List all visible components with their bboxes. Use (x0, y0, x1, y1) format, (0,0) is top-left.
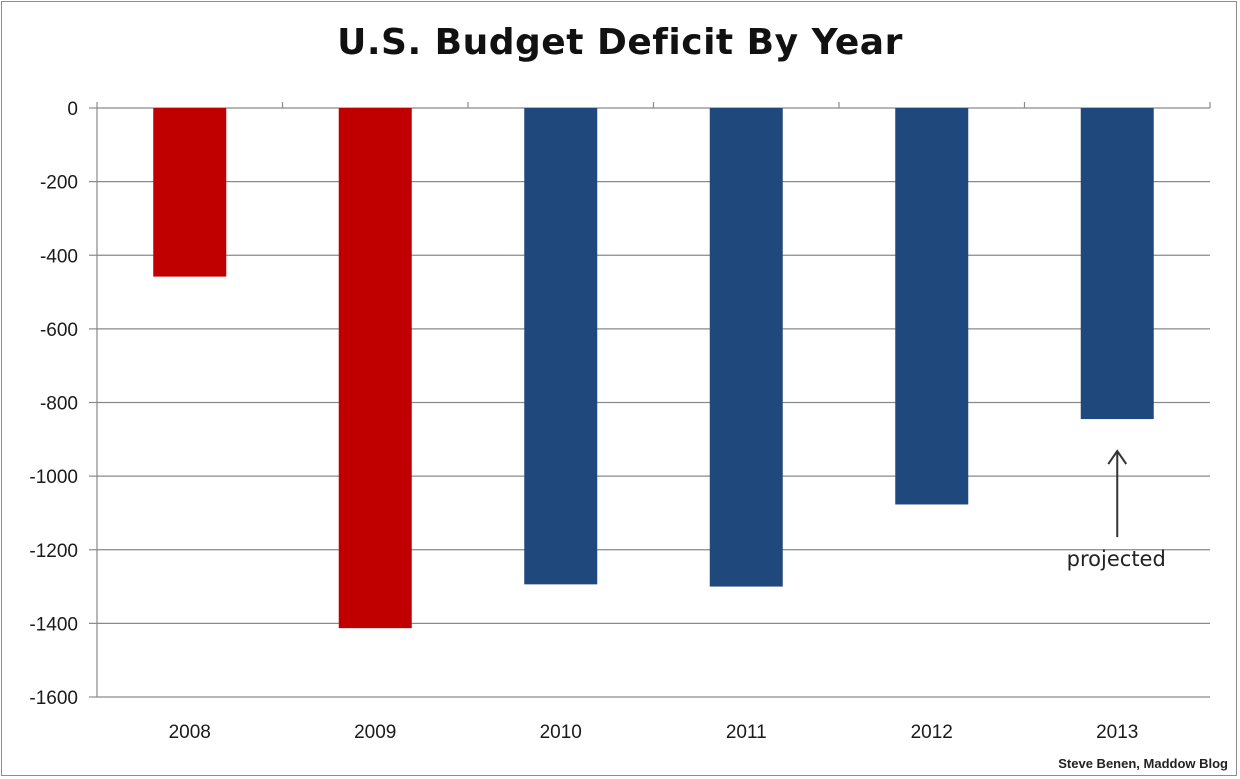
y-tick-label: -1000 (29, 467, 78, 488)
y-tick-label: -1400 (29, 614, 78, 635)
annotation: projected (1067, 449, 1166, 571)
axes (89, 102, 1211, 698)
x-tick-label: 2013 (1096, 722, 1138, 743)
bar-2013 (1080, 108, 1154, 420)
y-tick-label: 0 (67, 99, 78, 120)
y-tick-label: -400 (40, 246, 78, 267)
y-tick-label: -600 (40, 320, 78, 341)
x-tick-label: 2010 (540, 722, 582, 743)
bar-2008 (153, 108, 227, 277)
bar-2010 (524, 108, 598, 585)
gridlines (97, 107, 1210, 698)
y-tick-label: -1600 (29, 688, 78, 709)
chart-title: U.S. Budget Deficit By Year (337, 22, 903, 63)
y-tick-label: -1200 (29, 541, 78, 562)
annotation-label: projected (1067, 547, 1166, 571)
tick-labels: 0 -200 -400 -600 -800 -1000 -1200 -1400 -1600 200… (29, 99, 1138, 743)
x-tick-label: 2012 (911, 722, 953, 743)
annotation-arrow-head (1107, 449, 1128, 465)
x-tick-label: 2008 (169, 722, 211, 743)
bars (153, 108, 1154, 629)
x-tick-label: 2011 (726, 722, 767, 743)
source-credit: Steve Benen, Maddow Blog (1058, 756, 1228, 771)
bar-2012 (895, 108, 969, 505)
bar-2009 (338, 108, 412, 629)
y-tick-label: -200 (40, 173, 78, 194)
y-tick-label: -800 (40, 394, 78, 415)
x-tick-label: 2009 (354, 722, 396, 743)
bar-2011 (709, 108, 783, 587)
